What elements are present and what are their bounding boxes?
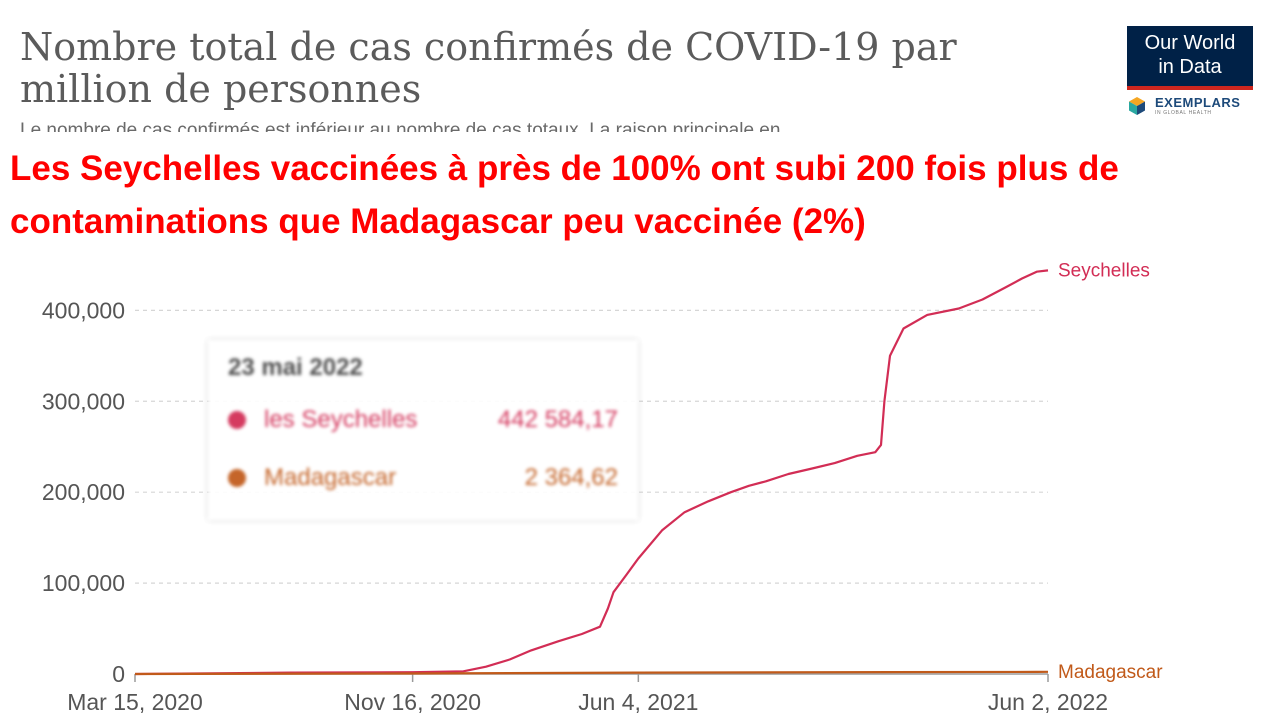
tooltip-date: 23 mai 2022	[228, 354, 363, 381]
y-tick-label: 200,000	[42, 479, 125, 505]
y-tick-label: 400,000	[42, 297, 125, 323]
series-label-madagascar: Madagascar	[1058, 662, 1163, 683]
tooltip-name: Madagascar	[264, 464, 397, 491]
x-tick-label: Jun 4, 2021	[578, 689, 698, 715]
madagascar-dot-icon	[228, 469, 246, 487]
tooltip-value: 2 364,62	[524, 464, 618, 491]
hover-tooltip: 23 mai 2022 les Seychelles 442 584,17 Ma…	[208, 340, 638, 520]
exemplars-name: EXEMPLARS	[1155, 95, 1241, 110]
line-chart: 0 100,000 200,000 300,000 400,000 Mar 15, 202…	[42, 260, 1163, 715]
tooltip-value: 442 584,17	[497, 406, 618, 433]
y-tick-label: 0	[112, 661, 125, 687]
x-tick-label: Nov 16, 2020	[344, 689, 481, 715]
tooltip-row-seychelles: les Seychelles 442 584,17	[228, 406, 628, 436]
cube-icon	[1129, 97, 1145, 115]
chart-subtitle: Le nombre de cas confirmés est inférieur…	[20, 120, 781, 132]
x-tick-label: Jun 2, 2022	[988, 689, 1108, 715]
exemplars-logo: EXEMPLARS IN GLOBAL HEALTH	[1125, 95, 1255, 119]
series-line-seychelles	[134, 269, 1049, 676]
series-label-seychelles: Seychelles	[1058, 260, 1150, 281]
x-tick-label: Mar 15, 2020	[67, 689, 203, 715]
tooltip-name: les Seychelles	[264, 406, 418, 433]
headline-overlay: Les Seychelles vaccinées à près de 100% …	[10, 149, 1119, 241]
owid-logo[interactable]: Our World in Data	[1127, 26, 1253, 90]
y-tick-label: 300,000	[42, 388, 125, 414]
tooltip-row-madagascar: Madagascar 2 364,62	[228, 464, 628, 494]
series-line-madagascar	[134, 670, 1049, 676]
logo-line-1: Our World	[1144, 32, 1236, 54]
logo-line-2: in Data	[1158, 56, 1222, 78]
chart-title: Nombre total de cas confirmés de COVID-1…	[20, 25, 957, 111]
y-tick-label: 100,000	[42, 570, 125, 596]
seychelles-dot-icon	[228, 411, 246, 429]
exemplars-sub: IN GLOBAL HEALTH	[1155, 110, 1212, 116]
